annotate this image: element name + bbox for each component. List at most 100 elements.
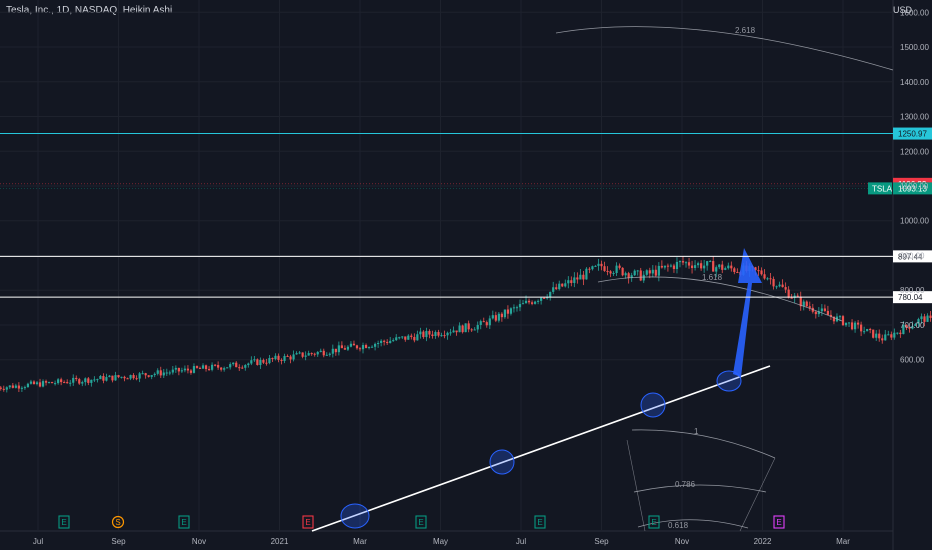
candle-body [693, 265, 697, 269]
candle-body [706, 261, 709, 266]
candle-body [84, 378, 87, 383]
event-label: S [115, 518, 120, 527]
candle-body [579, 274, 582, 280]
candle-body [491, 315, 494, 319]
time-tick-label: Jul [33, 537, 43, 546]
fib-label: 0.618 [668, 521, 689, 530]
earnings-icon [302, 515, 314, 529]
candle-body [902, 325, 905, 335]
candle-body [349, 343, 353, 347]
candle-body [624, 273, 627, 276]
candle-body [238, 367, 241, 369]
candle-body [576, 277, 579, 280]
candle-body [325, 354, 328, 356]
candle-body [703, 265, 706, 269]
candle-body [615, 265, 618, 274]
candle-body [781, 284, 784, 288]
time-tick-label: Sep [111, 537, 126, 546]
candle-body [207, 369, 211, 371]
candle-body [687, 262, 691, 266]
candle-body [896, 332, 899, 334]
candle-body [630, 275, 633, 279]
price-tick-label: 800.00 [900, 286, 925, 295]
fib-arcs: 2.618 1.618 1 0.786 0.618 [555, 26, 894, 532]
candle-body [93, 379, 96, 381]
price-tick-label: 700.00 [900, 321, 925, 330]
candle-body [35, 382, 39, 385]
time-tick-label: Mar [836, 537, 850, 546]
event-marker[interactable]: E [58, 515, 70, 529]
candle-body [446, 332, 449, 336]
candle-body [277, 355, 280, 360]
candle-body [262, 359, 265, 363]
candle-body [627, 273, 630, 279]
candle-body [274, 355, 277, 360]
time-tick-label: 2022 [754, 537, 772, 546]
candle-body [334, 348, 337, 353]
candle-body [126, 378, 129, 380]
candle-body [370, 346, 374, 348]
event-marker[interactable]: E [534, 515, 546, 529]
candle-body [733, 268, 736, 272]
time-tick-label: Nov [192, 537, 206, 546]
candle-body [5, 387, 8, 390]
candle-body [730, 265, 733, 269]
candle-body [452, 330, 455, 333]
candle-body [618, 265, 621, 268]
event-marker[interactable]: E [648, 515, 660, 529]
event-marker[interactable]: E [178, 515, 190, 529]
candle-body [99, 376, 102, 380]
candle-body [537, 300, 540, 302]
candle-body [524, 300, 528, 304]
candle-body [651, 269, 654, 274]
time-tick-label: 2021 [271, 537, 289, 546]
candle-body [570, 280, 573, 283]
currency-label[interactable]: USD [893, 5, 913, 15]
candle-body [105, 377, 108, 381]
candle-body [186, 368, 190, 371]
candle-body [129, 375, 132, 379]
event-label: E [61, 518, 66, 527]
candle-body [564, 283, 567, 287]
candle-body [108, 375, 111, 378]
candle-body [96, 379, 99, 381]
candle-body [410, 335, 413, 337]
candle-body [422, 331, 425, 338]
candle-body [648, 270, 651, 274]
candle-body [2, 388, 5, 390]
candle-body [198, 367, 202, 369]
candle-body [494, 315, 497, 321]
candle-body [757, 270, 760, 272]
candle-body [81, 382, 84, 384]
candle-body [799, 296, 802, 307]
event-marker[interactable]: E [302, 515, 314, 529]
candle-body [533, 301, 537, 304]
candle-body [17, 385, 20, 389]
candle-body [66, 382, 69, 384]
candle-body [404, 336, 407, 340]
candle-body [141, 373, 144, 375]
candle-body [383, 340, 386, 342]
event-marker[interactable]: E [415, 515, 427, 529]
candle-body [328, 353, 331, 355]
candle-body [392, 340, 395, 342]
candle-body [434, 332, 437, 337]
event-marker[interactable]: E [773, 515, 785, 529]
fib-fan-left [626, 439, 646, 532]
event-marker[interactable]: S [111, 515, 125, 529]
time-tick-label: Sep [594, 537, 609, 546]
candle-body [102, 376, 105, 381]
candle-body [675, 261, 679, 270]
candle-body [8, 385, 11, 388]
candle-body [398, 337, 401, 339]
price-tick-label: 900.00 [900, 251, 925, 260]
candle-body [863, 331, 866, 333]
candle-body [54, 383, 57, 385]
candle-body [147, 375, 150, 377]
time-axis: Jul Sep Nov 2021 Mar May Jul Sep Nov 2022 Mar [33, 537, 850, 546]
candle-body [540, 297, 543, 301]
candle-body [796, 295, 799, 297]
price-tick-label: 1100.00 [900, 182, 929, 191]
